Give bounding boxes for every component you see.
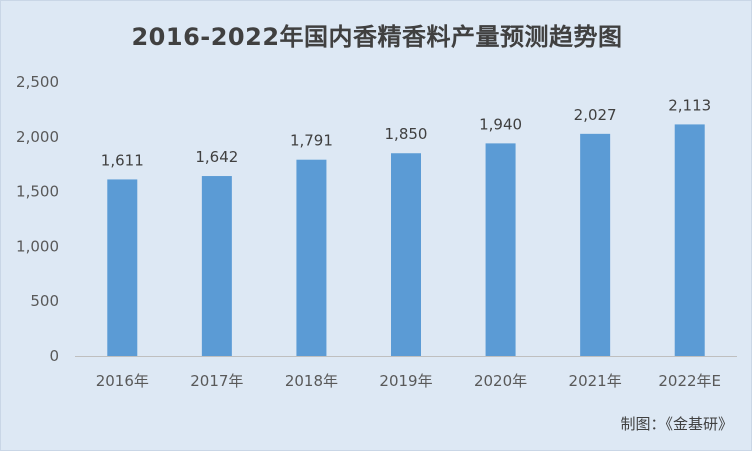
bar <box>391 153 421 356</box>
x-axis: 2016年 2017年 2018年 2019年 2020年 2021年 2022年E <box>96 372 721 390</box>
bar <box>580 133 611 356</box>
bar-value-label: 2,027 <box>574 106 617 124</box>
x-tick-label: 2022年E <box>658 372 721 390</box>
data-labels: 1,611 1,642 1,791 1,850 1,940 2,027 2,113 <box>101 96 711 169</box>
y-tick-label: 500 <box>30 292 59 310</box>
x-tick-label: 2018年 <box>285 372 338 390</box>
x-tick-label: 2019年 <box>379 372 432 390</box>
y-tick-label: 0 <box>49 347 59 365</box>
y-tick-label: 1,500 <box>16 183 59 201</box>
x-tick-label: 2021年 <box>569 372 622 390</box>
bar <box>485 143 516 356</box>
bar-value-label: 1,850 <box>385 125 428 143</box>
bar <box>674 124 705 357</box>
bars <box>107 124 705 357</box>
x-tick-label: 2017年 <box>190 372 243 390</box>
bar <box>201 176 232 356</box>
source-note: 制图：《金基研》 <box>620 415 733 433</box>
chart-title: 2016-2022年国内香精香料产量预测趋势图 <box>131 23 623 51</box>
y-tick-label: 2,000 <box>16 128 59 146</box>
bar-value-label: 1,791 <box>290 132 333 150</box>
bar-value-label: 1,611 <box>101 151 144 169</box>
bar-value-label: 1,940 <box>479 115 522 133</box>
bar-value-label: 2,113 <box>668 96 711 114</box>
bar <box>107 179 138 356</box>
x-tick-label: 2016年 <box>96 372 149 390</box>
y-tick-label: 1,000 <box>16 237 59 255</box>
bar <box>296 159 327 356</box>
y-axis: 0 500 1,000 1,500 2,000 2,500 <box>16 73 59 365</box>
x-tick-label: 2020年 <box>474 372 527 390</box>
y-tick-label: 2,500 <box>16 73 59 91</box>
bar-value-label: 1,642 <box>195 148 238 166</box>
